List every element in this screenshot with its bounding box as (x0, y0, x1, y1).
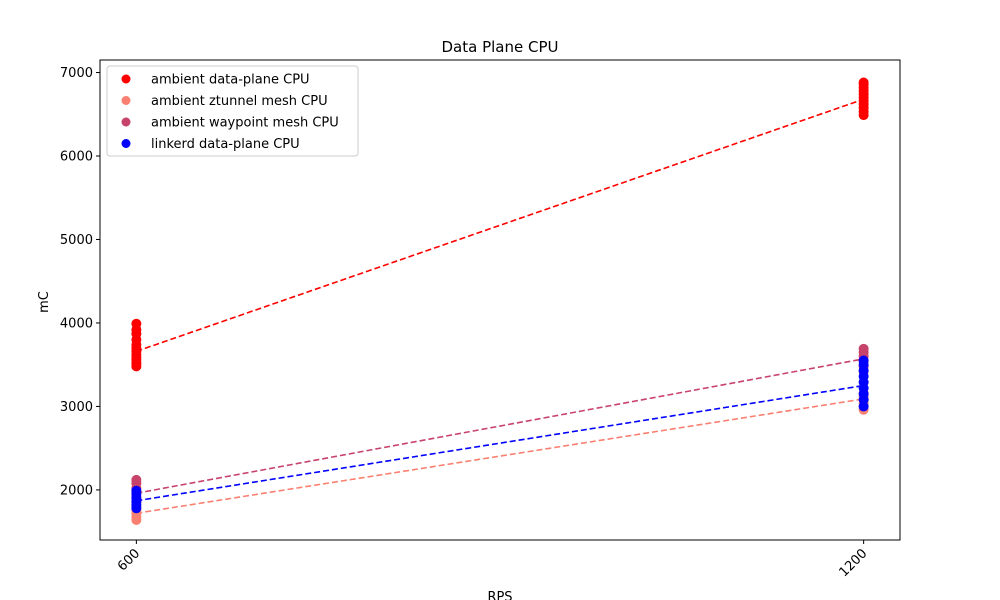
legend: ambient data-plane CPU ambient ztunnel me… (106, 65, 359, 157)
trend-line-1 (136, 398, 864, 515)
x-axis-label: RPS (487, 590, 512, 600)
trend-line-3 (136, 384, 864, 502)
legend-box (106, 65, 359, 157)
trend-line-0 (136, 98, 864, 353)
y-axis-label: mC (37, 291, 52, 313)
data-point-series-0 (131, 318, 142, 329)
data-point-series-3 (131, 485, 142, 496)
chart-title: Data Plane CPU (442, 38, 559, 56)
data-point-series-0 (858, 77, 869, 88)
data-point-series-3 (858, 355, 869, 366)
plot-area (99, 59, 901, 541)
x-tick-label: 1200 (836, 546, 870, 580)
legend-entry-label: ambient ztunnel mesh CPU (151, 94, 328, 109)
y-tick-label: 3000 (60, 400, 93, 415)
y-tick-label: 7000 (60, 66, 93, 81)
legend-entry-label: ambient data-plane CPU (151, 73, 310, 88)
plot-frame (99, 59, 901, 541)
y-tick-label: 2000 (60, 483, 93, 498)
trend-lines (136, 98, 864, 515)
y-tick-label: 5000 (60, 233, 93, 248)
legend-entry-label: linkerd data-plane CPU (151, 137, 300, 152)
data-point-series-2 (131, 474, 142, 485)
trend-line-2 (136, 358, 864, 495)
y-tick-label: 6000 (60, 150, 93, 165)
data-point-series-2 (858, 343, 869, 354)
legend-entry-label: ambient waypoint mesh CPU (151, 116, 339, 131)
legend-marker (121, 96, 131, 105)
legend-marker (121, 139, 131, 148)
axes: 2000 3000 4000 5000 6000 7000 600 1200 (60, 66, 871, 580)
legend-marker (121, 74, 131, 84)
data-points (131, 77, 869, 525)
x-tick-label: 600 (115, 546, 143, 574)
y-tick-label: 4000 (60, 316, 93, 331)
legend-marker (121, 117, 131, 127)
